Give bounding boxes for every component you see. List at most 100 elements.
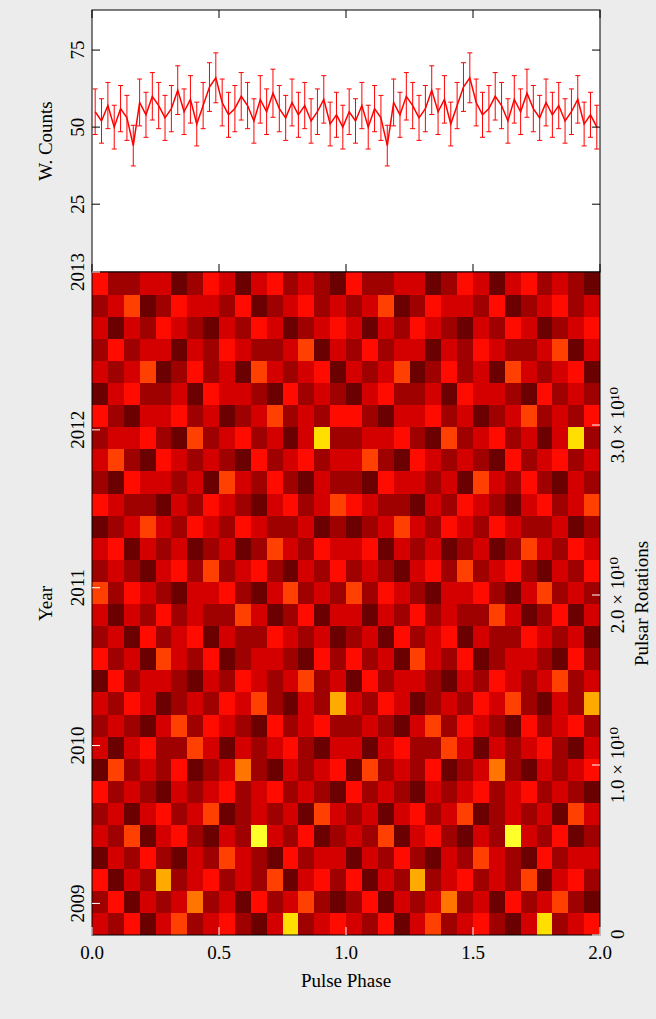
error-bar-cap [594, 105, 599, 106]
heatmap-cell [124, 537, 140, 560]
heatmap-cell [505, 736, 521, 759]
heatmap-cell [171, 559, 187, 582]
heatmap-cell [521, 449, 537, 472]
heatmap-cell [314, 272, 330, 295]
heatmap-cell [473, 604, 489, 627]
heatmap-cell [124, 670, 140, 693]
heatmap-cell [537, 559, 553, 582]
heatmap-cell [171, 449, 187, 472]
heatmap-cell [378, 405, 394, 428]
heatmap-cell [425, 758, 441, 781]
heatmap-cell [425, 869, 441, 892]
heatmap-cell [584, 537, 600, 560]
heatmap-cell [410, 714, 426, 737]
error-bar-cap [169, 131, 174, 132]
heatmap-cell [441, 493, 457, 516]
heatmap-cell [378, 338, 394, 361]
y-tick-label: 25 [67, 195, 88, 214]
heatmap-cell [156, 559, 172, 582]
heatmap-cell [584, 383, 600, 406]
x-tick-label: 2.0 [588, 942, 612, 963]
heatmap-cell [251, 272, 267, 295]
heatmap-cell [489, 758, 505, 781]
heatmap-cell [251, 802, 267, 825]
error-bar-cap [505, 143, 510, 144]
y-tick-label: 2012 [67, 411, 88, 449]
frame [92, 10, 600, 272]
heatmap-cell [283, 581, 299, 604]
heatmap-cell [267, 847, 283, 870]
heatmap-cell [298, 869, 314, 892]
error-bar-cap [328, 102, 333, 103]
heatmap-cell [219, 913, 235, 935]
heatmap-cell [330, 383, 346, 406]
heatmap-cell [394, 825, 410, 848]
error-bar-cap [480, 92, 485, 93]
heatmap-cell [314, 493, 330, 516]
error-bar-cap [448, 102, 453, 103]
error-bar-cap [537, 140, 542, 141]
heatmap-cell [140, 338, 156, 361]
heatmap-cell [298, 670, 314, 693]
heatmap-cell [187, 802, 203, 825]
error-bar-cap [124, 140, 129, 141]
heatmap-cell [171, 604, 187, 627]
heatmap-cell [92, 537, 108, 560]
heatmap-cell [298, 626, 314, 649]
heatmap-cell [362, 338, 378, 361]
heatmap-cell [521, 780, 537, 803]
error-bar-cap [442, 75, 447, 76]
error-bar-cap [251, 98, 256, 99]
heatmap-cell [457, 427, 473, 450]
heatmap-cell [521, 360, 537, 383]
y-tick [92, 272, 100, 273]
heatmap-cell [378, 670, 394, 693]
error-bar-cap [410, 128, 415, 129]
heatmap-cell [505, 869, 521, 892]
heatmap-cell [346, 338, 362, 361]
heatmap-cell [489, 802, 505, 825]
heatmap-cell [425, 692, 441, 715]
error-bar-cap [582, 102, 587, 103]
heatmap-cell [425, 272, 441, 295]
heatmap-cell [330, 581, 346, 604]
heatmap-cell [362, 869, 378, 892]
heatmap-cell [505, 471, 521, 494]
heatmap-cell [584, 891, 600, 914]
error-bar-cap [397, 92, 402, 93]
heatmap-cell [156, 316, 172, 339]
error-bar-cap [283, 140, 288, 141]
heatmap-cell [203, 626, 219, 649]
heatmap-cell [108, 515, 124, 538]
x-tick [346, 10, 347, 18]
heatmap-cell [283, 736, 299, 759]
error-bar-cap [137, 125, 142, 126]
heatmap-cell [140, 604, 156, 627]
heatmap-cell [568, 338, 584, 361]
heatmap-cell [568, 537, 584, 560]
heatmap-cell [140, 626, 156, 649]
heatmap-cell [410, 515, 426, 538]
heatmap-cell [394, 383, 410, 406]
heatmap-cell [457, 272, 473, 295]
heatmap-cell [330, 537, 346, 560]
heatmap-cell [140, 648, 156, 671]
heatmap-cell [521, 802, 537, 825]
heatmap-cell [219, 559, 235, 582]
heatmap-cell [92, 360, 108, 383]
heatmap-cell [219, 891, 235, 914]
heatmap-cell [584, 581, 600, 604]
heatmap-cell [473, 316, 489, 339]
error-bar-cap [143, 137, 148, 138]
heatmap-cell [330, 471, 346, 494]
heatmap-cell [298, 604, 314, 627]
heatmap-cell [425, 493, 441, 516]
heatmap-cell [267, 294, 283, 317]
heatmap-cell [283, 493, 299, 516]
heatmap-cell [473, 802, 489, 825]
error-bar-cap [563, 143, 568, 144]
heatmap-cell [92, 736, 108, 759]
heatmap-cell [203, 427, 219, 450]
heatmap-cell [505, 405, 521, 428]
heatmap-cell [425, 891, 441, 914]
